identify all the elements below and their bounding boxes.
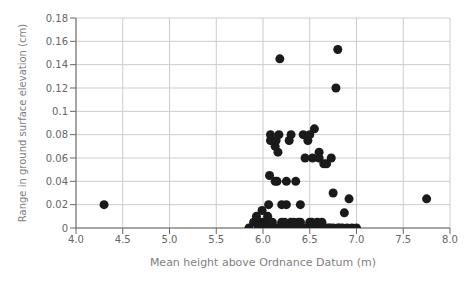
svg-text:0.1: 0.1 <box>52 106 68 117</box>
svg-text:0.04: 0.04 <box>46 176 68 187</box>
svg-text:8.0: 8.0 <box>442 234 458 245</box>
svg-text:7.0: 7.0 <box>349 234 365 245</box>
svg-text:4.0: 4.0 <box>68 234 84 245</box>
svg-text:0.08: 0.08 <box>46 129 68 140</box>
svg-text:Mean height above Ordnance Dat: Mean height above Ordnance Datum (m) <box>150 256 376 269</box>
svg-text:4.5: 4.5 <box>115 234 131 245</box>
svg-text:6.5: 6.5 <box>302 234 318 245</box>
svg-text:7.5: 7.5 <box>395 234 411 245</box>
svg-text:0.16: 0.16 <box>46 36 68 47</box>
svg-text:0.02: 0.02 <box>46 199 68 210</box>
svg-text:5.0: 5.0 <box>162 234 178 245</box>
svg-text:0.18: 0.18 <box>46 13 68 24</box>
svg-text:0.12: 0.12 <box>46 83 68 94</box>
svg-text:6.0: 6.0 <box>255 234 271 245</box>
svg-text:0.14: 0.14 <box>46 59 68 70</box>
svg-text:5.5: 5.5 <box>208 234 224 245</box>
svg-text:0.06: 0.06 <box>46 153 68 164</box>
svg-text:0: 0 <box>62 223 68 234</box>
svg-text:Range in ground surface elevat: Range in ground surface elevation (cm) <box>17 24 28 222</box>
